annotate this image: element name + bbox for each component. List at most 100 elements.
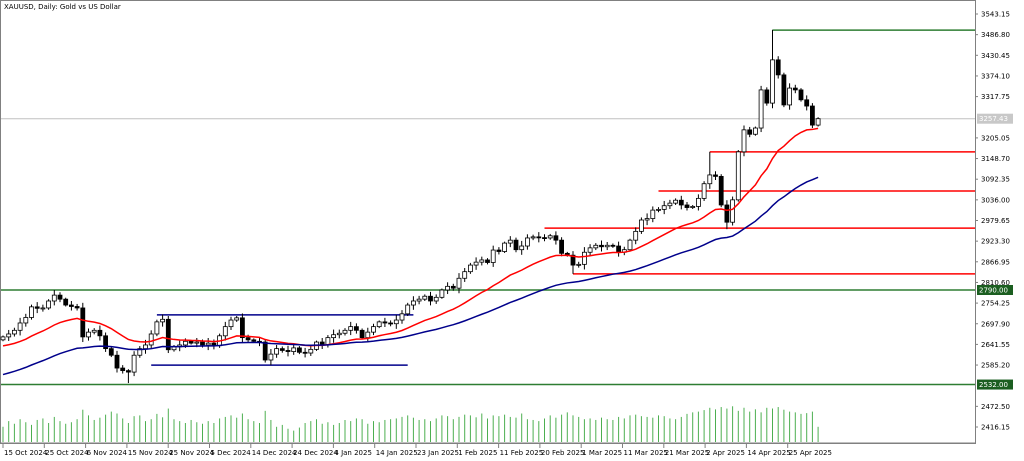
candle bbox=[393, 319, 399, 325]
candle bbox=[576, 263, 582, 266]
candle bbox=[182, 340, 188, 346]
candle bbox=[97, 329, 103, 337]
candle bbox=[200, 341, 205, 346]
candle bbox=[701, 183, 707, 199]
candle bbox=[348, 326, 354, 331]
date-tick-label: 25 Nov 2024 bbox=[169, 449, 214, 457]
candle bbox=[462, 271, 468, 279]
date-tick-label: 4 Jan 2025 bbox=[334, 449, 372, 457]
price-tick-label: 3486.80 bbox=[981, 31, 1010, 39]
candle bbox=[713, 174, 718, 177]
candle bbox=[684, 204, 690, 208]
candle bbox=[787, 87, 792, 106]
price-tick-label: 2641.55 bbox=[981, 341, 1010, 349]
date-tick-label: 6 Nov 2024 bbox=[87, 449, 128, 457]
candle bbox=[245, 337, 251, 341]
candle bbox=[382, 321, 388, 324]
candle bbox=[63, 298, 69, 306]
candle bbox=[308, 348, 314, 354]
candle bbox=[604, 244, 610, 248]
date-tick-label: 25 Apr 2025 bbox=[789, 449, 832, 457]
candle bbox=[120, 367, 126, 372]
candle bbox=[91, 329, 97, 333]
price-tick-label: 3317.75 bbox=[981, 93, 1010, 101]
moving-average-line bbox=[2, 127, 819, 347]
date-tick-label: 11 Feb 2025 bbox=[500, 449, 544, 457]
candle bbox=[11, 329, 17, 335]
candle bbox=[126, 370, 131, 373]
level-price-label: 2532.00 bbox=[979, 381, 1008, 389]
candle bbox=[792, 87, 798, 91]
candle bbox=[239, 317, 245, 339]
date-tick-label: 11 Mar 2025 bbox=[624, 449, 668, 457]
price-tick-label: 2810.60 bbox=[981, 279, 1010, 287]
candle bbox=[439, 289, 445, 298]
candle bbox=[103, 335, 108, 350]
candle bbox=[114, 354, 120, 369]
date-tick-label: 14 Apr 2025 bbox=[747, 449, 790, 457]
current-price-label: 3257.43 bbox=[979, 115, 1008, 123]
candle bbox=[599, 244, 604, 248]
candle bbox=[86, 331, 91, 338]
candle bbox=[490, 249, 496, 263]
price-tick-label: 3543.15 bbox=[981, 11, 1010, 19]
candle bbox=[616, 245, 621, 253]
price-tick-label: 3205.05 bbox=[981, 134, 1010, 142]
candle bbox=[747, 129, 753, 135]
price-tick-label: 2472.50 bbox=[981, 403, 1010, 411]
candle bbox=[262, 341, 268, 361]
candle bbox=[553, 235, 559, 241]
date-tick-label: 14 Jan 2025 bbox=[376, 449, 418, 457]
candle bbox=[593, 244, 599, 249]
candle bbox=[359, 329, 365, 339]
candle bbox=[296, 347, 302, 353]
candle bbox=[644, 218, 650, 221]
candle bbox=[228, 319, 234, 328]
candle bbox=[690, 206, 696, 208]
candle bbox=[251, 339, 257, 342]
candle bbox=[416, 298, 422, 302]
candle bbox=[724, 204, 730, 223]
candle bbox=[735, 151, 741, 201]
candle bbox=[410, 300, 416, 306]
price-tick-label: 3092.35 bbox=[981, 176, 1010, 184]
candle bbox=[422, 295, 428, 300]
candle bbox=[29, 306, 34, 318]
candle bbox=[131, 354, 137, 373]
date-tick-label: 23 Jan 2025 bbox=[417, 449, 459, 457]
level-price-label: 2790.00 bbox=[979, 286, 1008, 294]
candle bbox=[525, 237, 530, 247]
candle bbox=[718, 175, 724, 206]
candle bbox=[764, 89, 770, 104]
candle bbox=[507, 239, 513, 244]
candle bbox=[205, 342, 211, 346]
date-tick-label: 2 Apr 2025 bbox=[706, 449, 745, 457]
candle bbox=[6, 333, 12, 338]
date-tick-label: 14 Dec 2024 bbox=[252, 449, 297, 457]
candle bbox=[74, 306, 80, 309]
candle bbox=[279, 348, 285, 351]
level-price-label-box bbox=[977, 284, 1013, 295]
candle bbox=[547, 235, 553, 239]
current-price-label-box bbox=[977, 113, 1013, 124]
candle bbox=[69, 304, 74, 307]
candle bbox=[582, 251, 587, 265]
date-tick-label: 24 Dec 2024 bbox=[293, 449, 338, 457]
candle bbox=[479, 259, 485, 263]
candle bbox=[633, 230, 639, 241]
candle bbox=[587, 247, 593, 253]
candle bbox=[331, 334, 337, 339]
level-price-label-box bbox=[977, 379, 1013, 390]
candle bbox=[502, 242, 508, 252]
candle bbox=[23, 317, 29, 324]
candle bbox=[17, 322, 23, 331]
price-tick-label: 2923.30 bbox=[981, 238, 1010, 246]
candle bbox=[108, 348, 114, 356]
candle bbox=[485, 259, 490, 263]
moving-average-line bbox=[2, 176, 819, 376]
candle bbox=[188, 340, 194, 344]
candle bbox=[46, 300, 51, 309]
candle bbox=[34, 306, 40, 309]
price-tick-label: 2697.90 bbox=[981, 320, 1010, 328]
